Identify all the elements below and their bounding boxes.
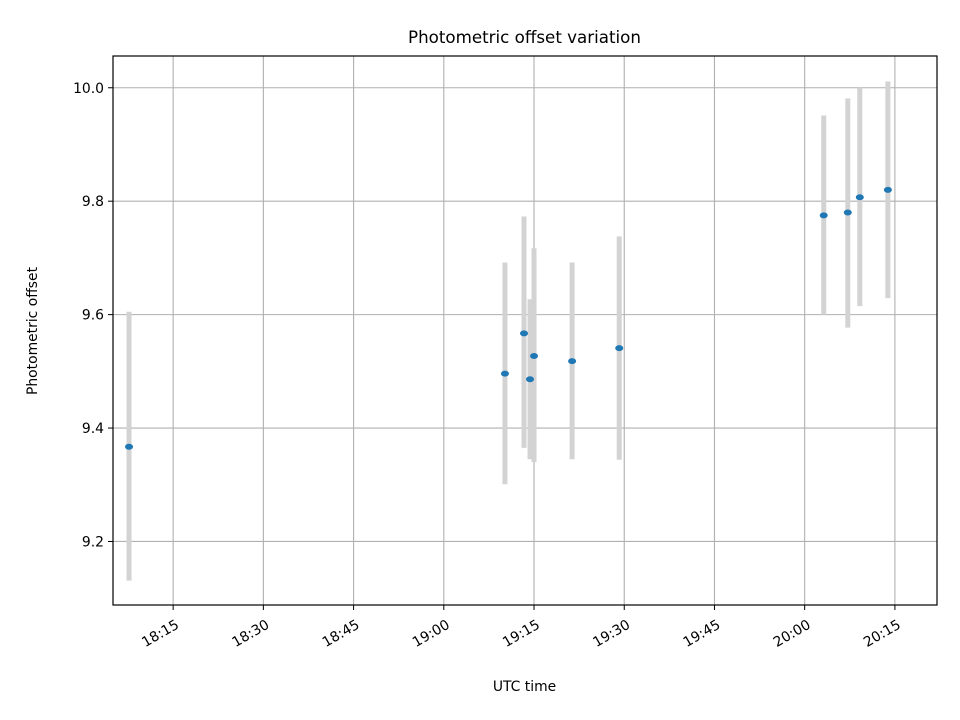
y-tick-label: 9.4: [82, 421, 104, 437]
data-point: [843, 209, 852, 216]
y-tick-label: 9.8: [82, 194, 104, 210]
data-point: [855, 194, 864, 201]
data-point: [125, 443, 134, 450]
data-point: [526, 376, 535, 383]
plot-area-frame: [112, 55, 938, 606]
y-axis: 9.2 9.4 9.6 9.8 10.0: [73, 81, 113, 550]
chart-title: Photometric offset variation: [408, 27, 641, 47]
x-axis-title: UTC time: [493, 679, 556, 695]
y-axis-title: Photometric offset: [25, 266, 41, 395]
data-point: [568, 358, 577, 365]
data-point: [819, 212, 828, 219]
data-point: [519, 330, 528, 337]
data-points: [125, 186, 892, 450]
data-point: [615, 345, 624, 352]
y-tick-label: 9.2: [82, 534, 104, 550]
data-point: [500, 370, 509, 377]
y-tick-label: 9.6: [82, 308, 104, 324]
y-tick-label: 10.0: [73, 81, 104, 97]
data-point: [530, 353, 539, 360]
data-point: [883, 186, 892, 193]
